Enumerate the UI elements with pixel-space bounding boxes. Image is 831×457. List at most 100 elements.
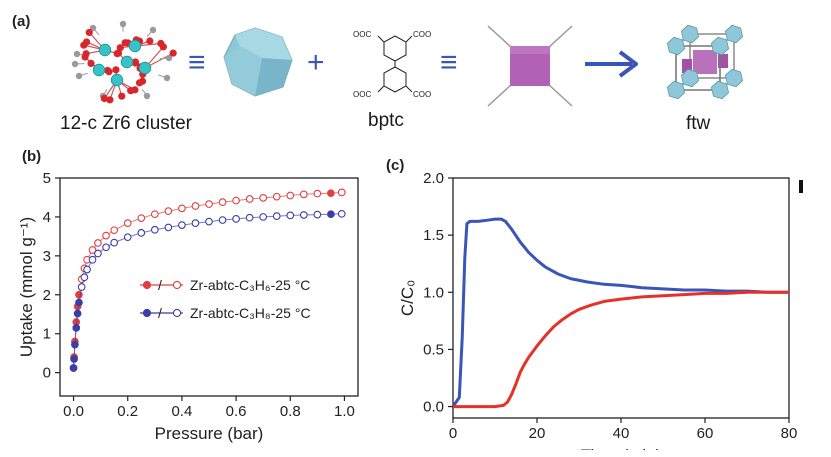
- framework-cluster-node: [680, 68, 700, 88]
- oxygen-atom: [87, 59, 95, 68]
- zirconium-atom: [128, 39, 142, 53]
- data-point: [94, 239, 102, 247]
- carbon-atom: [119, 20, 127, 28]
- breakthrough-curve: [453, 290, 789, 409]
- legend-marker-filled: [142, 280, 152, 290]
- data-point: [205, 200, 213, 208]
- data-point: [218, 198, 227, 206]
- x-tick-label: 60: [697, 425, 714, 442]
- data-point: [327, 210, 335, 219]
- y-tick-label: 1: [43, 326, 51, 343]
- data-point: [164, 223, 173, 232]
- cluster-polyhedron: [223, 27, 293, 97]
- y-tick-label: 3: [43, 248, 51, 265]
- data-point: [110, 238, 119, 247]
- data-point: [245, 195, 254, 203]
- data-point: [88, 255, 97, 264]
- y-tick-label: 4: [43, 209, 51, 226]
- legend-slash: /: [158, 277, 162, 293]
- legend-marker-open: [172, 280, 182, 290]
- oxygen-atom: [169, 49, 177, 57]
- data-point: [178, 221, 186, 229]
- oxygen-atom: [104, 66, 112, 75]
- equivalence-symbol-2: ≡: [440, 46, 458, 79]
- data-point: [272, 192, 281, 201]
- chart-c-breakthrough: 0 20 40 60 80 0.0 0.5 1.0 1.5 2.0 Time (min) C/C₀: [398, 170, 803, 450]
- framework-cluster-node: [724, 24, 744, 44]
- equivalence-symbol: ≡: [188, 46, 206, 79]
- x-axis-label: Time (min): [581, 446, 662, 450]
- y-axis-label: C/C₀: [398, 280, 417, 316]
- data-point: [286, 191, 295, 200]
- zirconium-atom: [138, 61, 152, 75]
- data-point: [110, 226, 119, 235]
- x-tick-label: 0.0: [63, 403, 84, 420]
- data-point: [75, 290, 83, 299]
- oxygen-atom: [118, 92, 126, 100]
- data-point: [88, 246, 97, 254]
- framework-cluster-node: [710, 36, 730, 56]
- carbon-atom: [143, 92, 151, 100]
- data-point: [70, 355, 78, 363]
- x-tick-label: 0.6: [226, 403, 247, 420]
- linker-label: bptc: [368, 110, 404, 131]
- x-tick-label: 1.0: [334, 403, 355, 420]
- data-point: [71, 340, 79, 349]
- data-point: [337, 209, 346, 218]
- data-point: [75, 298, 83, 307]
- carbon-atom: [165, 54, 173, 62]
- panel-label-b: (b): [22, 148, 42, 165]
- framework-cluster-node: [666, 36, 686, 56]
- bptc-group-bottom-right: COO: [413, 90, 431, 99]
- x-tick-label: 0.4: [171, 403, 192, 420]
- y-tick-label: 0.5: [423, 341, 444, 358]
- x-tick-label: 20: [529, 425, 546, 442]
- data-point: [299, 190, 308, 199]
- framework-cluster-node: [710, 80, 730, 100]
- oxygen-atom: [159, 43, 167, 51]
- x-axis-label: Pressure (bar): [155, 424, 264, 443]
- data-point: [259, 213, 268, 221]
- x-tick-label: 80: [781, 425, 798, 442]
- data-point: [313, 210, 322, 219]
- zr6-cluster-model: [71, 20, 177, 104]
- data-point: [286, 211, 295, 220]
- framework-cluster-node: [680, 24, 700, 44]
- framework-linker: [693, 50, 717, 74]
- framework-linker: [718, 54, 728, 68]
- data-point: [272, 212, 281, 221]
- scheme-illustration: ≡ + OOC COO OOC COO ≡: [71, 20, 744, 107]
- framework-cluster-node: [724, 68, 744, 88]
- oxygen-atom: [131, 59, 140, 67]
- data-point: [77, 283, 86, 291]
- product-label: ftw: [686, 113, 711, 134]
- data-point: [123, 233, 132, 242]
- ftw-framework-model: [666, 24, 744, 100]
- data-point: [259, 194, 268, 202]
- y-axis-label: Uptake (mmol g⁻¹): [17, 217, 36, 357]
- data-point: [73, 309, 82, 318]
- edge-mark: [799, 180, 803, 193]
- y-tick-label: 1.5: [423, 227, 444, 244]
- bptc-group-bottom-left: OOC: [353, 90, 371, 99]
- oxygen-atom: [85, 28, 93, 37]
- data-point: [137, 214, 146, 222]
- x-tick-label: 0.8: [280, 403, 301, 420]
- chart-b-isotherm: 0.0 0.2 0.4 0.6 0.8 1.0 0 1 2 3 4 5 Pressure (bar) Up…: [17, 170, 359, 443]
- oxygen-atom: [127, 87, 135, 95]
- y-tick-label: 2.0: [423, 170, 444, 187]
- carbon-atom: [73, 50, 81, 58]
- x-tick-label: 0.2: [117, 403, 138, 420]
- framework-cluster-node: [666, 80, 686, 100]
- data-point: [299, 211, 308, 219]
- data-point: [94, 249, 102, 258]
- legend-marker-filled: [142, 308, 152, 318]
- carbon-atom: [163, 74, 171, 82]
- data-point: [137, 229, 146, 237]
- data-point: [102, 231, 110, 240]
- zirconium-atom: [92, 63, 106, 77]
- reaction-arrow-icon: [585, 50, 638, 78]
- data-point: [72, 324, 81, 332]
- data-point: [191, 219, 200, 228]
- zirconium-atom: [120, 55, 134, 69]
